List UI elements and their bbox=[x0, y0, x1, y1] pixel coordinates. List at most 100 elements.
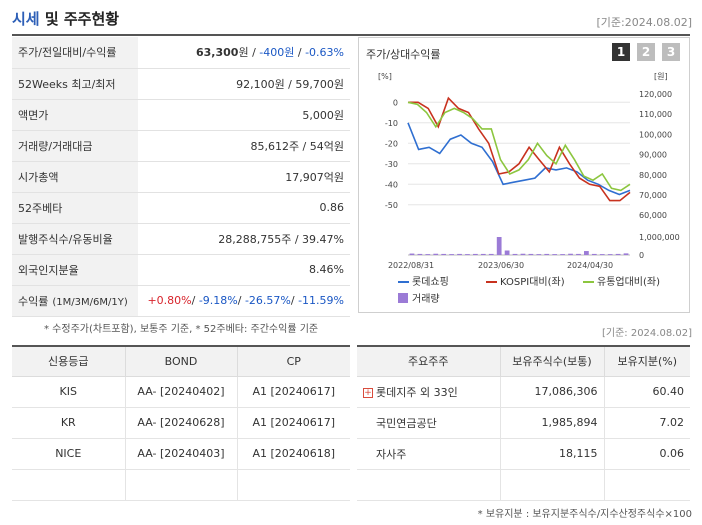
volume-bar bbox=[520, 253, 526, 255]
chart-page-3-button[interactable]: 3 bbox=[662, 43, 680, 61]
holder-name: 국민연금공단 bbox=[376, 416, 437, 430]
volume-bar bbox=[433, 253, 439, 255]
price-row-label: 52Weeks 최고/최저 bbox=[12, 68, 138, 100]
credit-cell: A1 [20240618] bbox=[236, 438, 350, 470]
price-row-label: 시가총액 bbox=[12, 161, 138, 193]
price-row-value: 17,907억원 bbox=[138, 161, 350, 193]
price-row-label-text: 발행주식수/유동비율 bbox=[18, 232, 113, 246]
left-tick-label: -30 bbox=[385, 160, 398, 169]
volume-bar bbox=[607, 254, 613, 255]
holder-reference-date: [기준: 2024.08.02] bbox=[601, 328, 692, 339]
right-tick-label: 80,000 bbox=[639, 171, 667, 180]
volume-bar bbox=[480, 253, 486, 255]
credit-cell bbox=[12, 469, 125, 501]
price-value-part: -0.63% bbox=[305, 46, 344, 60]
price-row-label-text: 52주베타 bbox=[18, 201, 63, 215]
title-divider bbox=[12, 34, 690, 36]
holder-name-cell: + 롯데지주 외 33인 bbox=[357, 376, 500, 408]
holder-shares-cell: 18,115 bbox=[499, 438, 604, 470]
volume-bar bbox=[409, 253, 415, 255]
price-value-part: / bbox=[237, 294, 245, 307]
price-row: 시가총액 17,907억원 bbox=[12, 161, 350, 193]
price-value-part: -9.18% bbox=[198, 294, 238, 307]
legend-volume-label: 거래량 bbox=[412, 293, 440, 305]
credit-row: KR AA- [20240628] A1 [20240617] bbox=[12, 407, 350, 439]
price-row-value: 0.86 bbox=[138, 192, 350, 224]
right-tick-label: 90,000 bbox=[639, 151, 667, 160]
left-axis-unit: [%] bbox=[378, 72, 392, 81]
holder-ratio-cell bbox=[603, 469, 690, 501]
price-row-label-text: 주가/전일대비/수익률 bbox=[18, 46, 117, 60]
right-tick-label: 120,000 bbox=[639, 90, 672, 99]
holder-header-shares: 보유주식수(보통) bbox=[499, 346, 604, 377]
price-row-label-text: 수익률 bbox=[18, 294, 49, 308]
price-row: 주가/전일대비/수익률 63,300원 / -400원 / -0.63% bbox=[12, 37, 350, 69]
price-relative-return-chart: [%] [원] 0 -10 -20 -30 -40 -50 120,000 110,000 100,… bbox=[378, 72, 680, 305]
credit-rating-table: 신용등급 BOND CP KIS AA- [20240402] A1 [202406… bbox=[12, 345, 350, 501]
reference-date: [기준:2024.08.02] bbox=[596, 16, 692, 29]
price-value-part: -11.59% bbox=[298, 294, 344, 307]
series-line-2 bbox=[407, 101, 631, 192]
volume-bar bbox=[584, 251, 589, 255]
credit-header-cp: CP bbox=[236, 346, 350, 377]
holder-name-cell bbox=[357, 469, 500, 501]
price-row: 외국인지분율 8.46% bbox=[12, 254, 350, 286]
section-title-rest: 및 주주현황 bbox=[39, 10, 120, 28]
footnote-holding-ratio: * 보유지분 : 보유지분주식수/지수산정주식수×100 bbox=[477, 509, 692, 520]
price-row-label: 수익률 (1M/3M/6M/1Y) bbox=[12, 285, 138, 317]
volume-bar bbox=[544, 253, 550, 255]
chart-panel bbox=[358, 37, 690, 313]
holder-row bbox=[357, 469, 690, 501]
volume-bar bbox=[488, 253, 494, 255]
volume-bar bbox=[568, 253, 573, 255]
holder-row: + 롯데지주 외 33인 17,086,306 60.40 bbox=[357, 376, 690, 408]
price-row: 거래량/거래대금 85,612주 / 54억원 bbox=[12, 130, 350, 162]
volume-tick-label: 0 bbox=[639, 251, 644, 260]
volume-bar bbox=[425, 254, 431, 255]
left-tick-label: -10 bbox=[385, 119, 398, 128]
price-value-text: 5,000원 bbox=[302, 108, 344, 122]
x-tick-label: 2024/04/30 bbox=[567, 261, 613, 270]
right-tick-label: 110,000 bbox=[639, 110, 672, 119]
volume-bar bbox=[465, 254, 470, 255]
volume-bar bbox=[552, 254, 558, 255]
price-row: 수익률 (1M/3M/6M/1Y) +0.80%/ -9.18%/ -26.57%/… bbox=[12, 285, 350, 317]
volume-bar bbox=[504, 250, 510, 255]
credit-cell: AA- [20240402] bbox=[124, 376, 237, 408]
price-row-value: 8.46% bbox=[138, 254, 350, 286]
price-row-label-sub: (1M/3M/6M/1Y) bbox=[52, 296, 128, 308]
price-row: 52Weeks 최고/최저 92,100원 / 59,700원 bbox=[12, 68, 350, 100]
volume-bar bbox=[599, 254, 605, 255]
volume-bar bbox=[560, 254, 565, 255]
price-value-text: 92,100원 / 59,700원 bbox=[236, 77, 344, 91]
price-row-label-text: 거래량/거래대금 bbox=[18, 139, 93, 153]
holder-shares-cell: 1,985,894 bbox=[499, 407, 604, 439]
chart-title: 주가/상대수익률 bbox=[366, 48, 441, 61]
x-tick-label: 2023/06/30 bbox=[478, 261, 524, 270]
credit-cell bbox=[124, 469, 237, 501]
volume-bar bbox=[449, 254, 454, 255]
price-row-label-text: 시가총액 bbox=[18, 170, 59, 184]
price-value-text: 0.86 bbox=[319, 201, 345, 214]
credit-cell: A1 [20240617] bbox=[236, 407, 350, 439]
price-value-text: 17,907억원 bbox=[285, 170, 344, 184]
price-row: 액면가 5,000원 bbox=[12, 99, 350, 131]
series-line-0 bbox=[407, 122, 631, 196]
legend-volume-swatch bbox=[398, 293, 408, 303]
price-row-value: 5,000원 bbox=[138, 99, 350, 131]
price-value-text: 8.46% bbox=[309, 263, 344, 276]
credit-row bbox=[12, 469, 350, 501]
price-row-label: 주가/전일대비/수익률 bbox=[12, 37, 138, 69]
price-value-part: / bbox=[294, 46, 306, 60]
volume-bar bbox=[441, 253, 447, 255]
expand-plus-icon[interactable]: + bbox=[363, 387, 373, 398]
section-title: 시세 및 주주현황 bbox=[12, 8, 119, 29]
left-tick-label: 0 bbox=[393, 98, 398, 107]
chart-page-1-button[interactable]: 1 bbox=[612, 43, 630, 61]
holder-shares-cell bbox=[499, 469, 604, 501]
price-row-label: 발행주식수/유동비율 bbox=[12, 223, 138, 255]
price-value-part: / bbox=[191, 294, 199, 307]
credit-cell: NICE bbox=[12, 438, 125, 470]
chart-page-2-button[interactable]: 2 bbox=[637, 43, 655, 61]
volume-bar bbox=[496, 237, 502, 255]
